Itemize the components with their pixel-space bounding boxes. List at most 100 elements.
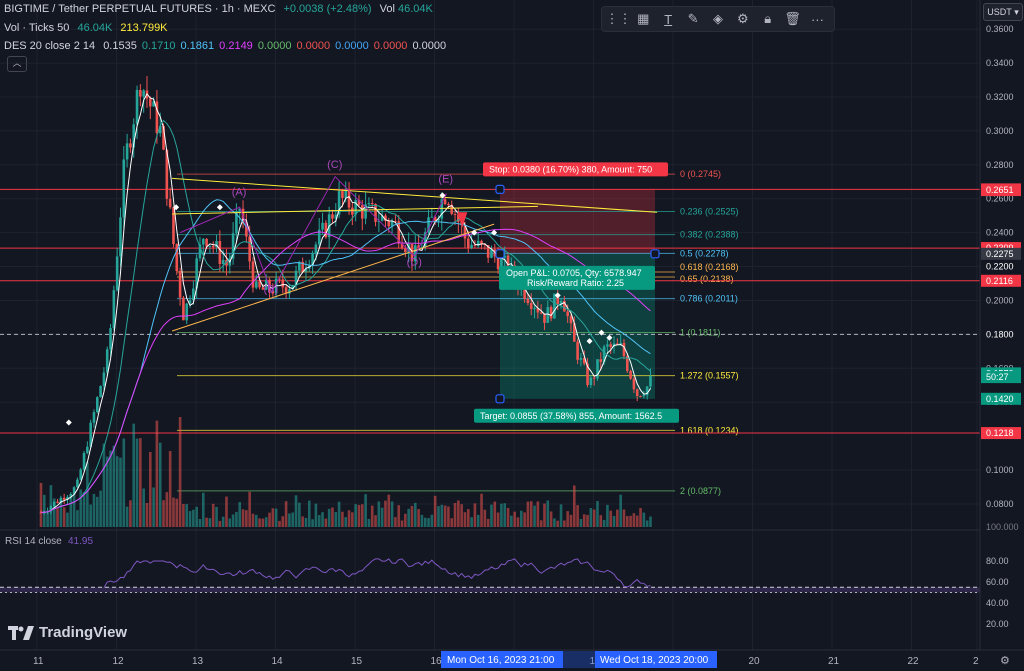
candle-body [384, 215, 387, 221]
volume-bar [500, 503, 503, 527]
candle-body [606, 344, 609, 347]
volume-bar [589, 507, 593, 527]
stop-label: Stop: 0.0380 (16.70%) 380, Amount: 750 [489, 164, 652, 174]
trend-line-top2[interactable] [172, 177, 658, 213]
candle-body [463, 225, 467, 239]
price-tag-label: 0.2275 [986, 249, 1014, 259]
volume-bar [324, 518, 328, 527]
candle-body [357, 199, 361, 205]
candle-body [576, 341, 579, 360]
volume-bar [413, 502, 417, 527]
candle-body [344, 189, 348, 198]
volume-bar [569, 514, 573, 527]
volume-bar [168, 451, 172, 527]
vol-label: Vol [379, 3, 395, 15]
candle-body [523, 284, 526, 299]
volume-bar [539, 520, 543, 527]
position-handle[interactable] [495, 184, 505, 194]
currency-label: USDT [987, 7, 1012, 17]
text-icon[interactable]: T [664, 11, 673, 27]
grid-icon[interactable]: ▦ [637, 11, 650, 26]
volume-bar [261, 518, 265, 527]
stop-label-box[interactable] [483, 162, 668, 177]
volume-bar [447, 506, 450, 527]
volume-bar [42, 494, 46, 527]
gear-icon[interactable]: ⚙ [736, 11, 749, 26]
volume-bar [466, 509, 470, 527]
volume-bar [92, 493, 96, 527]
candle-body [178, 271, 182, 298]
volume-bar [76, 510, 79, 527]
fill-icon[interactable]: ◈ [712, 11, 723, 26]
time-axis-tick: 2 [973, 656, 979, 667]
trend-line-bottom[interactable] [171, 223, 495, 332]
candle-body [553, 293, 556, 319]
candle-body [321, 222, 324, 230]
trend-line-top[interactable] [172, 205, 538, 215]
target-label-box[interactable] [474, 408, 679, 423]
candle-body [546, 307, 550, 323]
signal-marker [491, 229, 498, 236]
candle-body [377, 220, 381, 222]
des-value: 0.1535 [103, 40, 137, 52]
candle-body [619, 342, 622, 345]
candle-body [245, 223, 248, 237]
candle-body [135, 89, 139, 125]
position-handle[interactable] [650, 249, 660, 259]
candle-body [115, 256, 119, 291]
volume-bar [39, 482, 43, 527]
volume-bar [632, 513, 636, 527]
candle-body [205, 238, 208, 247]
volume-bar [241, 509, 245, 527]
pnl-label-box[interactable] [499, 265, 655, 290]
candle-body [447, 204, 450, 206]
position-handle[interactable] [495, 394, 505, 404]
currency-selector[interactable]: USDT ▾ [983, 3, 1023, 21]
candle-body [215, 241, 218, 248]
candle-body [592, 377, 596, 379]
stop-zone[interactable] [500, 189, 655, 254]
candle-body [629, 370, 632, 379]
price-tag [981, 247, 1021, 260]
volume-bar [576, 505, 579, 527]
crosshair-date-box-2 [595, 651, 717, 668]
candle-body [162, 126, 165, 150]
drag-handle-icon[interactable]: ⋮⋮ [605, 11, 632, 26]
candle-body [152, 101, 155, 107]
brush-icon[interactable]: ✎ [687, 11, 699, 26]
volume-bar [178, 417, 182, 527]
wave-label: (A) [232, 186, 247, 198]
more-icon[interactable]: ··· [810, 11, 824, 27]
candle-body [639, 396, 642, 398]
volume-bar [453, 503, 457, 527]
volume-bar [62, 507, 66, 527]
position-handle[interactable] [495, 249, 505, 259]
trash-icon[interactable]: 🗑︎ [784, 11, 801, 26]
candle-body [254, 281, 258, 288]
collapse-legend-button[interactable]: ︿ [7, 56, 27, 72]
fib-label: 0.618 (0.2168) [680, 262, 739, 272]
candle-body [89, 422, 92, 447]
signal-marker [65, 419, 72, 426]
candle-body [374, 203, 377, 222]
volume-bar [642, 512, 646, 527]
volume-bar [549, 511, 553, 527]
candle-body [453, 213, 457, 215]
des-value: 0.0000 [335, 40, 369, 52]
volume-bar [129, 500, 132, 527]
volume-bar [304, 517, 308, 527]
symbol-title: BIGTIME / Tether PERPETUAL FUTURES · 1h … [4, 3, 276, 15]
volume-bar [158, 442, 162, 527]
price-tag [981, 184, 1021, 197]
volume-bar [619, 494, 622, 527]
price-tag-label: 0.1420 [986, 394, 1014, 404]
candle-body [238, 208, 242, 212]
volume-bar [105, 456, 109, 527]
price-axis-tick: 0.2600 [986, 194, 1014, 204]
lock-icon[interactable]: 🔒︎ [764, 11, 772, 26]
time-axis-tick: 11 [33, 656, 44, 667]
range-highlight [563, 651, 595, 668]
volume-bar [248, 491, 251, 527]
elliott-wave-line[interactable] [179, 175, 447, 294]
